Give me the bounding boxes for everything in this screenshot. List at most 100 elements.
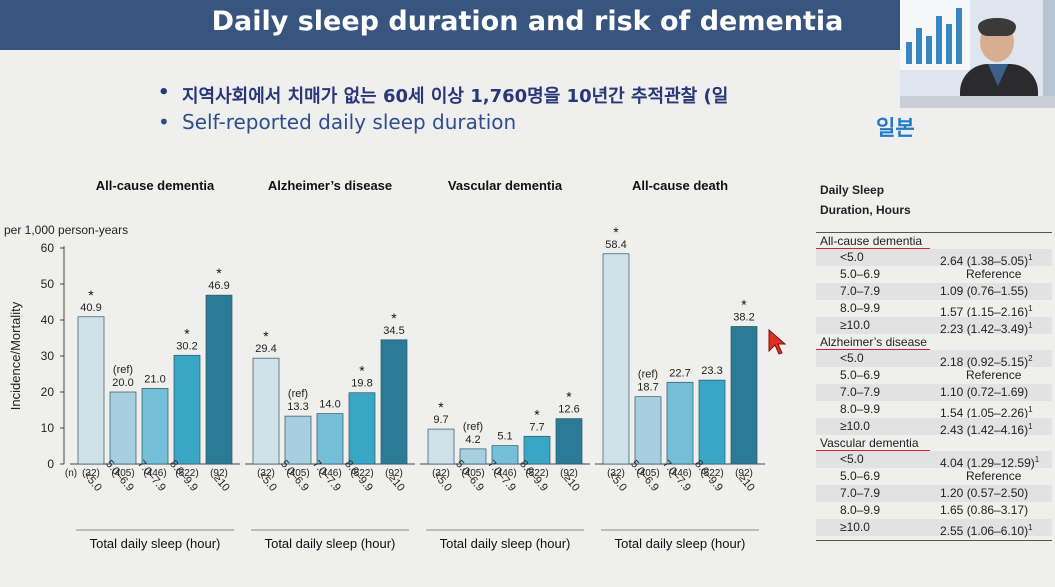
table-row: 7.0–7.9 1.09 (0.76–1.55) bbox=[816, 283, 1052, 300]
bar bbox=[491, 445, 519, 465]
ref-label: (ref) bbox=[288, 388, 308, 400]
table-row: 8.0–9.9 1.65 (0.86–3.17) bbox=[816, 502, 1052, 519]
data-label: 13.3 bbox=[287, 401, 308, 413]
x-axis-label: Total daily sleep (hour) bbox=[440, 536, 571, 551]
hazard-ratio-cell: 1.20 (0.57–2.50) bbox=[940, 486, 1029, 500]
ref-label: (ref) bbox=[463, 421, 483, 433]
data-label: 19.8 bbox=[351, 378, 372, 390]
data-label: 21.0 bbox=[144, 373, 165, 385]
table-header: Daily Sleep Duration, Hours bbox=[816, 180, 1052, 233]
slide-title: Daily sleep duration and risk of dementi… bbox=[211, 6, 844, 37]
presenter-background-screen bbox=[900, 0, 970, 70]
sleep-group-cell: 7.0–7.9 bbox=[840, 385, 881, 399]
data-label: 7.7 bbox=[529, 421, 544, 433]
x-axis-label: Total daily sleep (hour) bbox=[265, 536, 396, 551]
significance-star: * bbox=[741, 296, 747, 312]
n-count-label: (32) bbox=[257, 468, 275, 479]
hazard-ratio-cell: 2.23 (1.42–3.49)1 bbox=[940, 321, 1033, 336]
bullet-item: • 지역사회에서 치매가 없는 60세 이상 1,760명을 10년간 추적관찰 … bbox=[158, 82, 729, 107]
significance-star: * bbox=[391, 310, 397, 326]
n-count-label: (32) bbox=[82, 468, 100, 479]
x-tick-label: <5.0 bbox=[256, 470, 279, 494]
significance-star: * bbox=[184, 325, 190, 341]
footnote-marker: 1 bbox=[1028, 405, 1033, 414]
hazard-ratio-cell: Reference bbox=[966, 469, 1022, 483]
ref-label: (ref) bbox=[113, 364, 133, 376]
table-row: ≥10.0 2.43 (1.42–4.16)1 bbox=[816, 418, 1052, 437]
bar bbox=[252, 357, 280, 465]
table-bottom-rule bbox=[816, 536, 1052, 541]
presenter-video bbox=[900, 0, 1055, 108]
data-label: 14.0 bbox=[319, 399, 340, 411]
bar bbox=[666, 381, 694, 465]
significance-star: * bbox=[438, 399, 444, 415]
n-count-label: (522) bbox=[175, 468, 198, 479]
sleep-group-cell: 5.0–6.9 bbox=[840, 368, 881, 382]
n-count-label: (522) bbox=[350, 468, 373, 479]
significance-star: * bbox=[88, 287, 94, 303]
n-count-label: (405) bbox=[286, 468, 309, 479]
hazard-ratio-cell: 2.43 (1.42–4.16)1 bbox=[940, 422, 1033, 437]
n-count-label: (446) bbox=[668, 468, 691, 479]
significance-star: * bbox=[359, 363, 365, 379]
table-row: 8.0–9.9 1.54 (1.05–2.26)1 bbox=[816, 401, 1052, 420]
n-count-label: (522) bbox=[700, 468, 723, 479]
table-row: 7.0–7.9 1.20 (0.57–2.50) bbox=[816, 485, 1052, 502]
footnote-marker: 1 bbox=[1028, 321, 1033, 330]
sleep-group-cell: 8.0–9.9 bbox=[840, 301, 881, 315]
sleep-group-cell: 7.0–7.9 bbox=[840, 284, 881, 298]
hazard-ratio-cell: 4.04 (1.29–12.59)1 bbox=[940, 455, 1040, 470]
hazard-ratio-cell: 1.65 (0.86–3.17) bbox=[940, 503, 1029, 517]
panel-title: All-cause death bbox=[632, 178, 728, 193]
y-tick-label: 40 bbox=[41, 313, 55, 327]
bar bbox=[730, 326, 758, 465]
table-section-title: Alzheimer’s disease bbox=[816, 334, 1052, 351]
table-row: <5.0 2.64 (1.38–5.05)1 bbox=[816, 249, 1052, 268]
table-row: 5.0–6.9 Reference bbox=[816, 266, 1052, 283]
data-label: 22.7 bbox=[669, 367, 690, 379]
bar bbox=[427, 428, 455, 465]
sleep-group-cell: ≥10.0 bbox=[840, 419, 870, 433]
sleep-group-cell: 5.0–6.9 bbox=[840, 469, 881, 483]
bar bbox=[380, 339, 408, 465]
n-count-label: (32) bbox=[432, 468, 450, 479]
bar bbox=[459, 448, 487, 465]
x-axis-label: Total daily sleep (hour) bbox=[615, 536, 746, 551]
footnote-marker: 1 bbox=[1028, 304, 1033, 313]
n-count-label: (446) bbox=[493, 468, 516, 479]
n-count-label: (32) bbox=[607, 468, 625, 479]
panel-title: Vascular dementia bbox=[448, 178, 563, 193]
footnote-marker: 1 bbox=[1028, 253, 1033, 262]
bar bbox=[173, 354, 201, 465]
n-count-label: (405) bbox=[111, 468, 134, 479]
table-header-line: Daily Sleep bbox=[820, 183, 885, 197]
y-tick-label: 10 bbox=[41, 421, 55, 435]
data-label: 23.3 bbox=[701, 365, 722, 377]
hazard-ratio-cell: 2.55 (1.06–6.10)1 bbox=[940, 523, 1033, 538]
significance-star: * bbox=[216, 265, 222, 281]
sleep-group-cell: <5.0 bbox=[840, 250, 864, 264]
bullet-list: • 지역사회에서 치매가 없는 60세 이상 1,760명을 10년간 추적관찰 … bbox=[158, 82, 728, 134]
bar bbox=[698, 379, 726, 465]
y-axis-label: Incidence/Mortality bbox=[8, 301, 23, 410]
x-tick-label: <5.0 bbox=[431, 470, 454, 494]
sleep-group-cell: 8.0–9.9 bbox=[840, 402, 881, 416]
data-label: 38.2 bbox=[733, 311, 754, 323]
data-label: 58.4 bbox=[605, 239, 626, 251]
hazard-ratio-cell: 1.10 (0.72–1.69) bbox=[940, 385, 1029, 399]
bar bbox=[348, 392, 376, 465]
n-prefix-label: (n) bbox=[65, 468, 77, 479]
table-row: <5.0 4.04 (1.29–12.59)1 bbox=[816, 451, 1052, 470]
n-count-label: (92) bbox=[560, 468, 578, 479]
data-label: 18.7 bbox=[637, 382, 658, 394]
data-label: 4.2 bbox=[465, 434, 480, 446]
n-count-label: (405) bbox=[636, 468, 659, 479]
sleep-group-cell: <5.0 bbox=[840, 452, 864, 466]
bar bbox=[316, 413, 344, 465]
footnote-marker: 1 bbox=[1028, 523, 1033, 532]
table-row: <5.0 2.18 (0.92–5.15)2 bbox=[816, 350, 1052, 369]
n-count-label: (405) bbox=[461, 468, 484, 479]
presenter-avatar bbox=[960, 18, 1038, 108]
y-tick-label: 0 bbox=[47, 457, 54, 471]
sleep-group-cell: ≥10.0 bbox=[840, 520, 870, 534]
